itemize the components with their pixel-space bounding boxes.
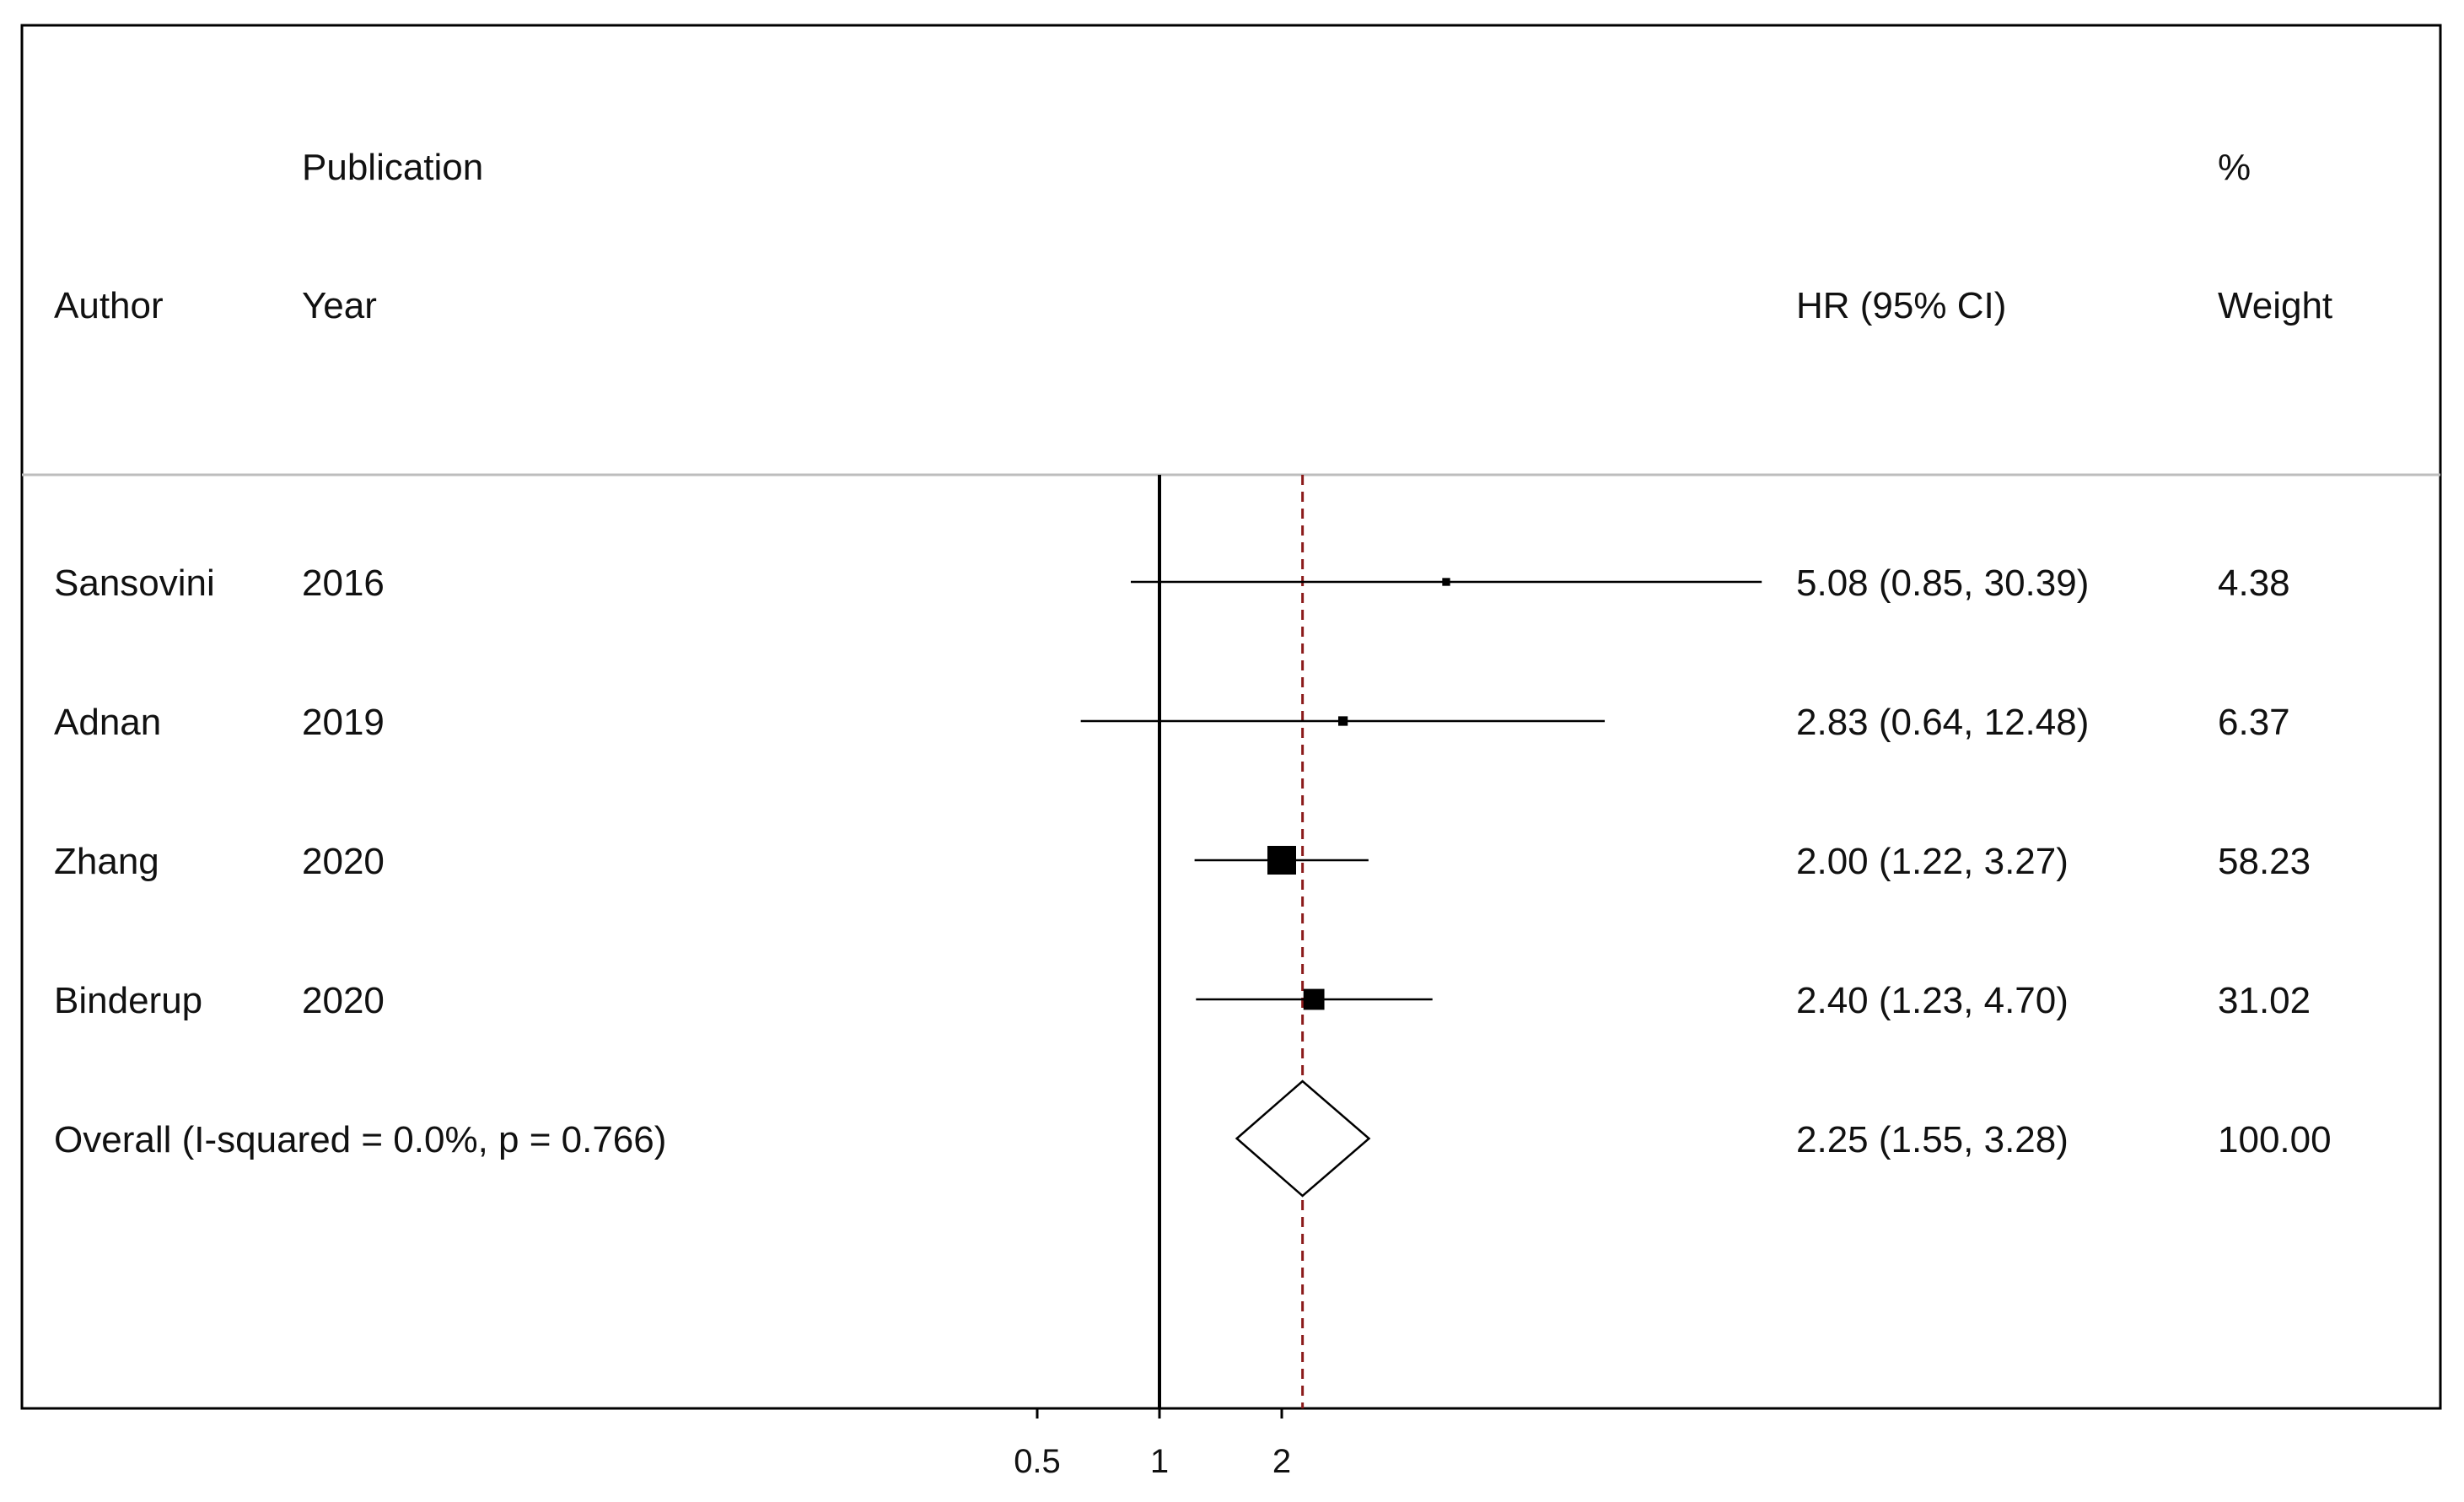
header-year-line2: Year <box>302 285 377 326</box>
study-point-estimate <box>1267 846 1296 875</box>
study-year: 2016 <box>302 563 385 604</box>
x-tick-label: 2 <box>1272 1443 1291 1480</box>
study-point-estimate <box>1442 578 1450 586</box>
study-weight-text: 4.38 <box>2218 563 2290 604</box>
overall-diamond <box>1235 1079 1371 1198</box>
header-weight-line2: Weight <box>2218 285 2332 326</box>
study-author: Sansovini <box>54 563 215 604</box>
x-tick-label: 0.5 <box>1014 1443 1061 1480</box>
x-axis: 0.5 1 2 <box>1014 1408 1291 1480</box>
study-ci-text: 2.00 (1.22, 3.27) <box>1796 841 2069 882</box>
study-year: 2019 <box>302 702 385 743</box>
study-weight-text: 58.23 <box>2218 841 2311 882</box>
plot-marks <box>1080 475 1762 1408</box>
header-weight-line1: % <box>2218 147 2251 188</box>
study-year: 2020 <box>302 980 385 1021</box>
plot-frame <box>20 24 2442 1410</box>
header-year-line1: Publication <box>302 147 483 188</box>
study-author: Adnan <box>54 702 161 743</box>
study-rows: Sansovini 2016 5.08 (0.85, 30.39) 4.38 Adnan… <box>54 563 2332 1160</box>
study-ci-text: 2.83 (0.64, 12.48) <box>1796 702 2089 743</box>
header-effect: HR (95% CI) <box>1796 285 2006 326</box>
study-point-estimate <box>1337 716 1348 726</box>
study-ci-text: 5.08 (0.85, 30.39) <box>1796 563 2089 604</box>
study-weight-text: 6.37 <box>2218 702 2290 743</box>
study-author: Binderup <box>54 980 202 1021</box>
overall-ci-text: 2.25 (1.55, 3.28) <box>1796 1119 2069 1160</box>
study-author: Zhang <box>54 841 159 882</box>
study-point-estimate <box>1303 988 1325 1010</box>
overall-weight-text: 100.00 <box>2218 1119 2332 1160</box>
x-tick-label: 1 <box>1150 1443 1169 1480</box>
study-ci-text: 2.40 (1.23, 4.70) <box>1796 980 2069 1021</box>
study-weight-text: 31.02 <box>2218 980 2311 1021</box>
study-year: 2020 <box>302 841 385 882</box>
overall-label: Overall (I-squared = 0.0%, p = 0.766) <box>54 1119 666 1160</box>
header-author: Author <box>54 285 164 326</box>
